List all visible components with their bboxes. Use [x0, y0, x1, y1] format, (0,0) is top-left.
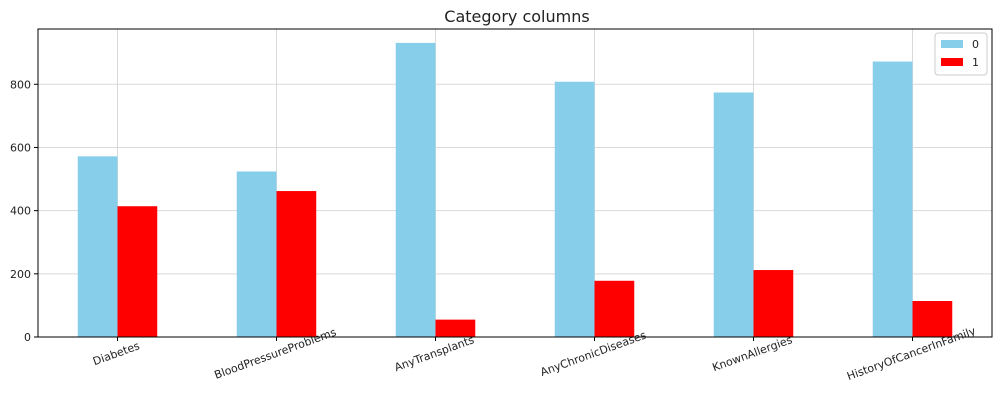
y-tick-label: 400: [10, 205, 31, 218]
bar-series-0-HistoryOfCancerInFamily: [872, 61, 913, 337]
legend: 01: [934, 32, 988, 76]
bar-series-0-Diabetes: [77, 156, 118, 337]
legend-swatch-1: [941, 58, 963, 66]
y-tick-label: 800: [10, 78, 31, 91]
bar-series-1-Diabetes: [117, 206, 158, 337]
legend-box: [934, 32, 988, 76]
bar-series-0-AnyTransplants: [395, 42, 436, 338]
bar-series-1-KnownAllergies: [753, 270, 794, 337]
bar-series-1-HistoryOfCancerInFamily: [912, 300, 953, 337]
legend-label-1: 1: [972, 56, 979, 69]
bar-series-1-BloodPressureProblems: [276, 191, 317, 337]
bar-series-0-AnyChronicDiseases: [554, 81, 595, 337]
legend-swatch-0: [941, 40, 963, 48]
chart-title: Category columns: [444, 7, 589, 26]
bars: [77, 42, 953, 338]
y-tick-label: 0: [24, 331, 31, 344]
bar-series-1-AnyChronicDiseases: [594, 280, 635, 337]
bar-series-1-AnyTransplants: [435, 319, 476, 337]
y-axis: 0 200 400 600 800: [10, 78, 38, 344]
y-tick-label: 200: [10, 268, 31, 281]
bar-series-0-KnownAllergies: [713, 92, 754, 337]
plot-area-frame: [37, 28, 993, 338]
y-tick-label: 600: [10, 141, 31, 154]
bar-series-0-BloodPressureProblems: [236, 171, 277, 337]
legend-label-0: 0: [972, 38, 979, 51]
